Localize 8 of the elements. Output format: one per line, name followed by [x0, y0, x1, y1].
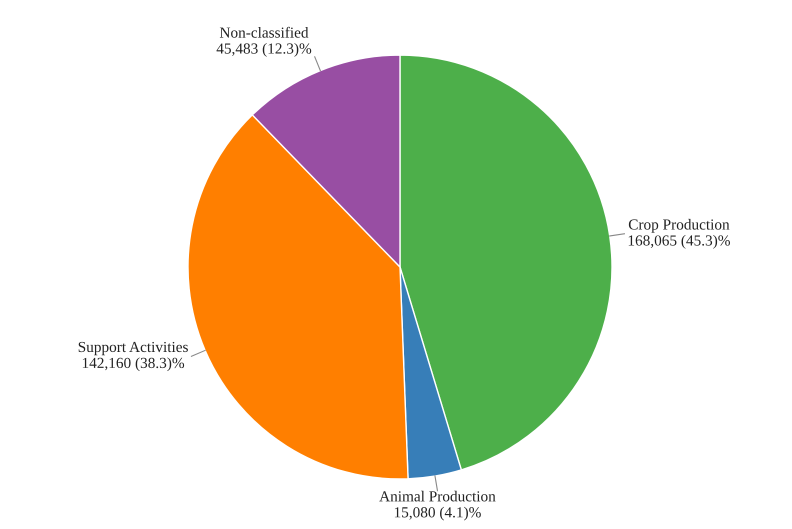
slice-label: Animal Production [379, 490, 496, 502]
data-label: 142,160 (38.3)% [82, 357, 184, 372]
data-label: 45,483 (12.3)% [216, 42, 312, 57]
slice-label: Support Activities [78, 342, 188, 356]
slice-label: Crop Production [628, 218, 730, 233]
data-label: 15,080 (4.1)% [394, 506, 481, 521]
data-label: 168,065 (45.3)% [628, 234, 730, 249]
slice-label: Non-classified [220, 26, 308, 38]
